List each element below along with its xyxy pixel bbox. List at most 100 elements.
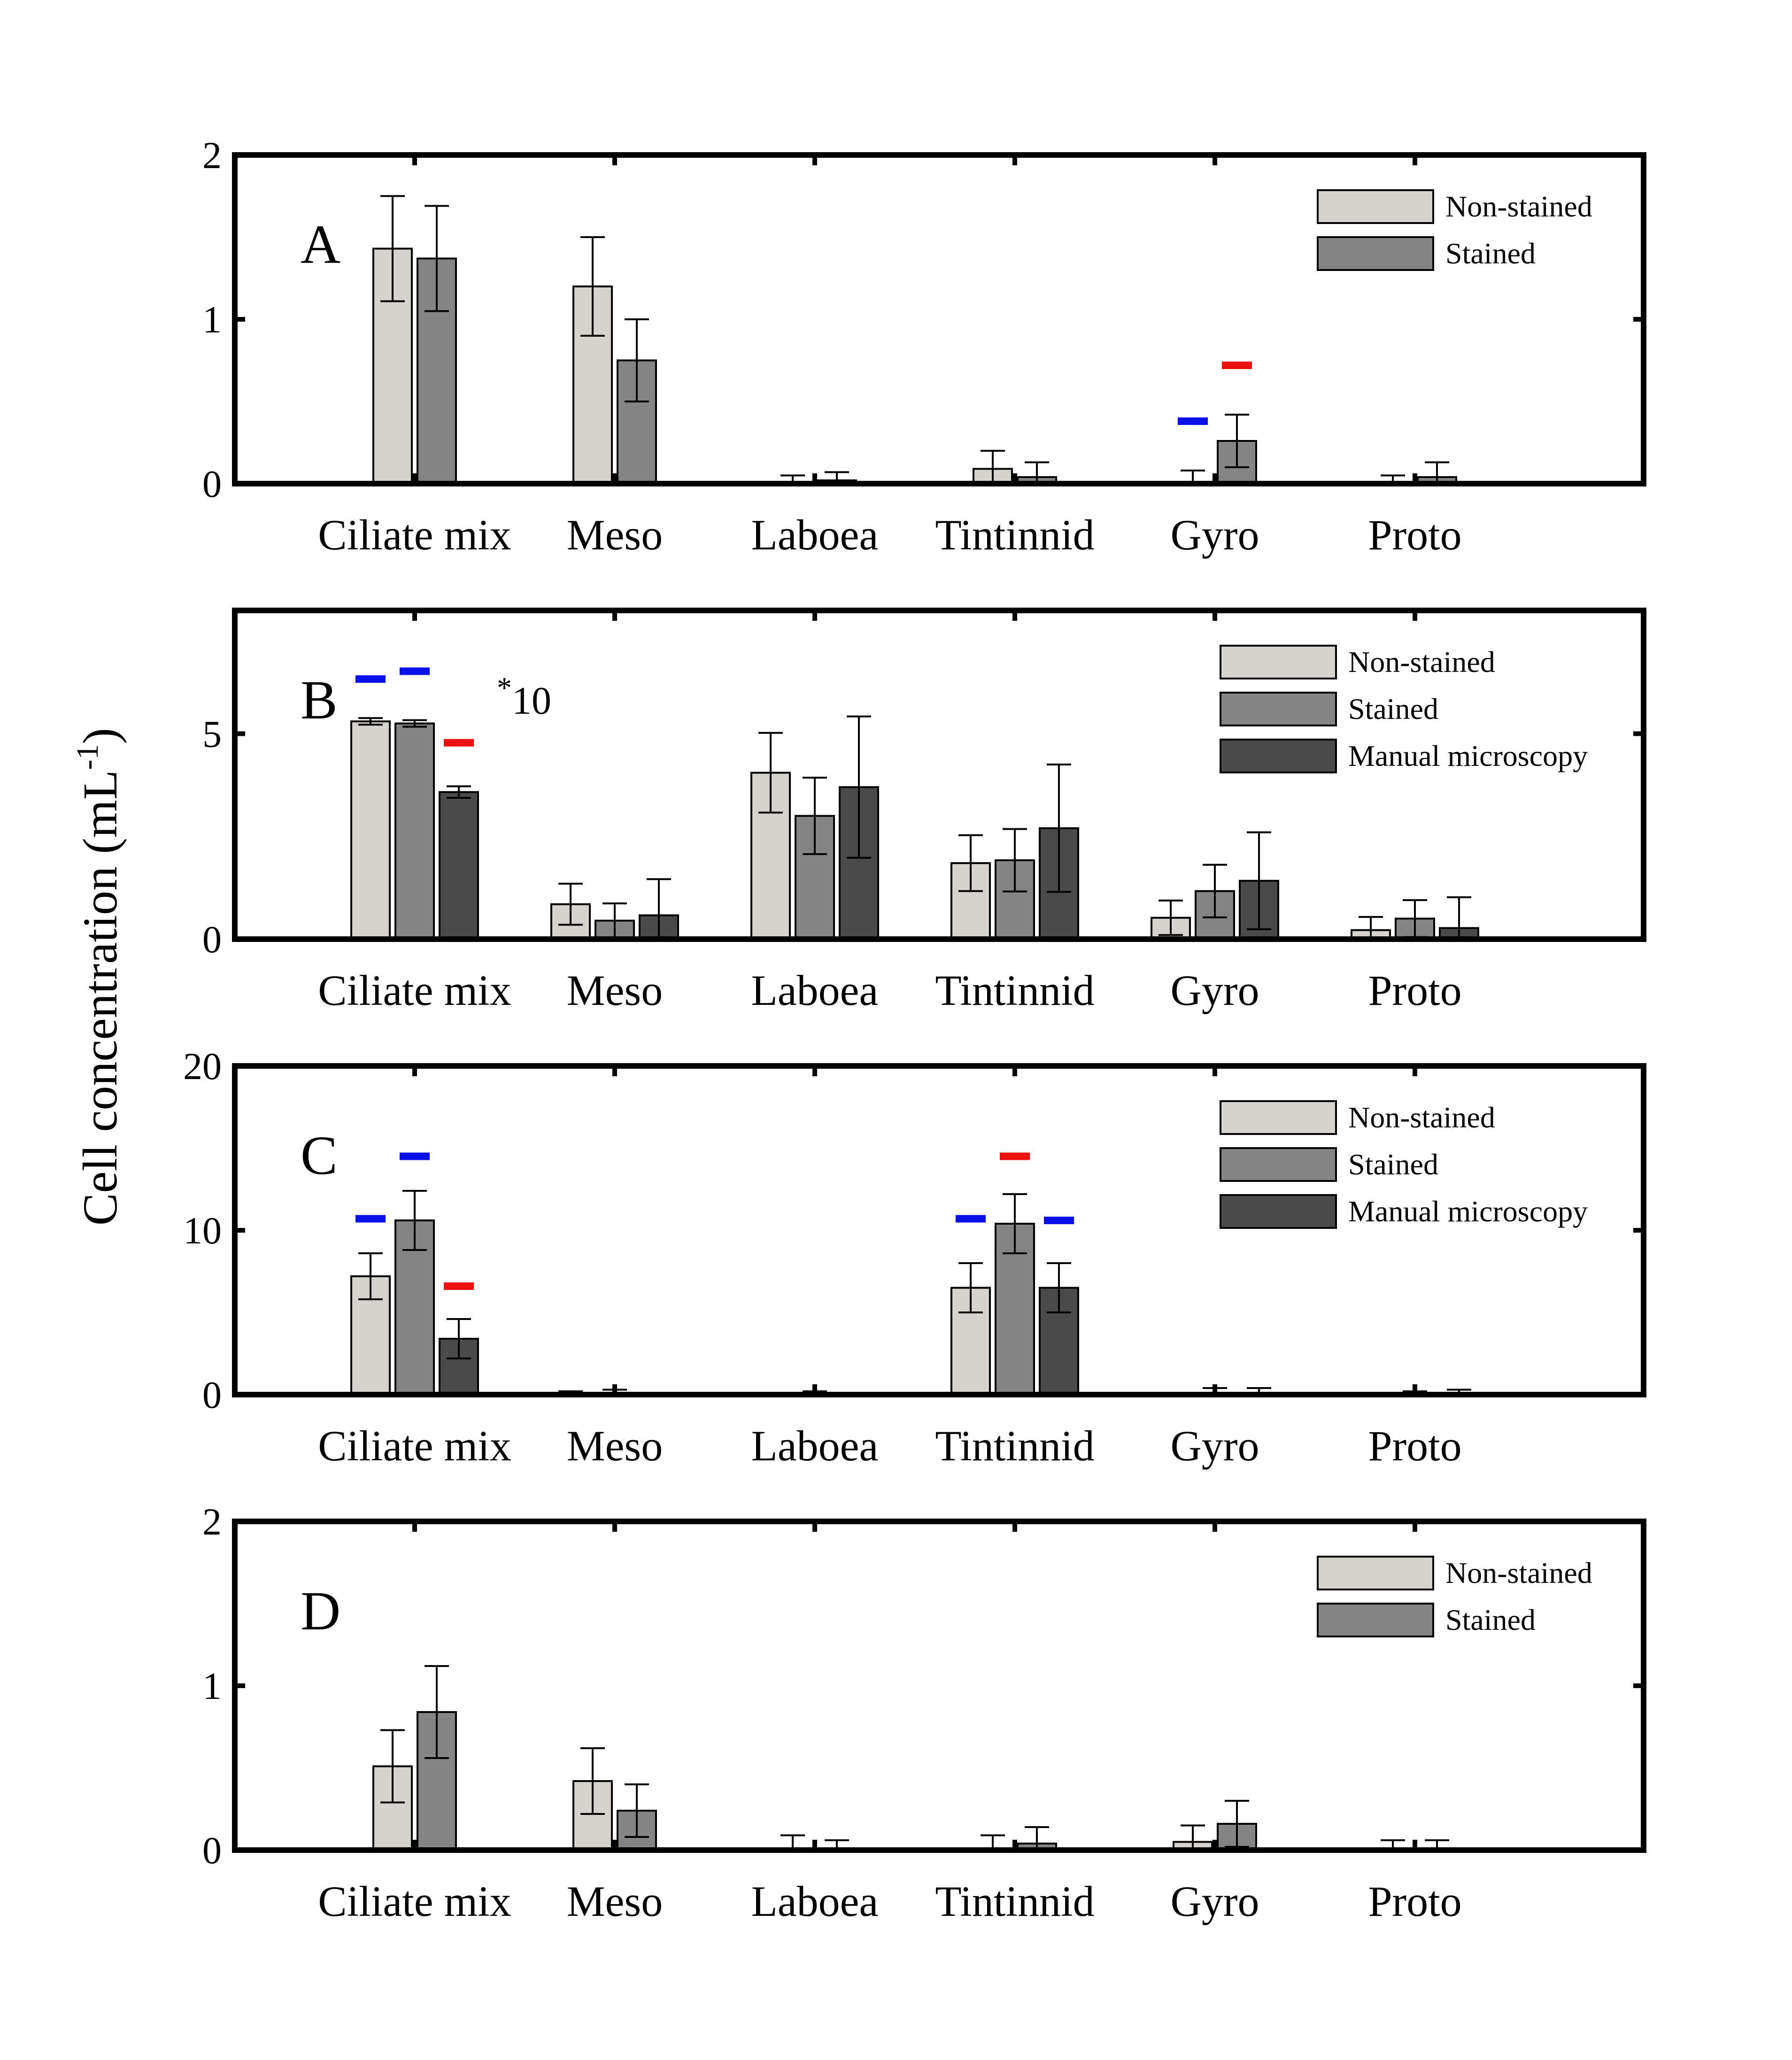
bar-non_stained [350,720,391,940]
error-bar [402,1190,427,1251]
legend-label: Stained [1445,1603,1536,1636]
significance-marker-blue [355,1215,386,1223]
error-bar [1047,1262,1071,1313]
y-tick-label: 0 [202,463,222,505]
panel-b: 0 5 Ciliate mix Meso Laboea Tintinnid Gyro Prot… [202,608,1646,1014]
x-tick-label: Ciliate mix [318,511,511,559]
legend-swatch-stained [1317,1603,1434,1637]
significance-marker-red [1000,1152,1030,1160]
panels: 0 1 2 Ciliate mix Meso Laboea Tintinnid Gyro Pro… [183,134,1646,1925]
error-bar [402,719,427,728]
x-tick-label: Laboea [751,511,879,559]
error-bar [958,1262,983,1313]
x-tick-label: Laboea [751,966,879,1014]
panel-d: 0 1 2 Ciliate mix Meso Laboea Tintinnid Gyro Pro… [202,1500,1646,1925]
error-bar [380,195,405,302]
error-bar [1047,764,1071,893]
legend-swatch-manual [1220,739,1337,773]
significance-marker-red [444,1282,474,1290]
x-tick-label: Meso [567,1422,663,1470]
error-bar [1159,899,1183,936]
x-tick-label: Laboea [751,1422,879,1470]
x-tick-label: Tintinnid [935,966,1094,1014]
x-tick-label: Proto [1368,511,1461,559]
panel-letter: B [301,669,338,731]
scale-annotation-star: * [497,671,512,704]
scale-annotation-value: 10 [512,679,551,723]
error-bar [1247,831,1271,930]
x-tick-label: Tintinnid [935,1877,1094,1925]
legend-swatch-non_stained [1220,1100,1337,1135]
x-tick-label: Ciliate mix [318,1422,511,1470]
y-axis-label-close: ) [73,728,127,744]
legend: Non-stained Stained Manual microscopy [1220,1100,1588,1229]
significance-marker-blue [956,1215,986,1223]
y-tick-label: 0 [202,1373,222,1416]
error-bar [625,318,649,402]
legend: Non-stained Stained [1317,189,1592,271]
bar-manual [439,791,479,940]
y-tick-label: 1 [202,1665,222,1707]
y-axis-label-main: Cell concentration (mL [73,770,127,1226]
y-tick-label: 1 [202,298,222,341]
significance-marker-blue [400,667,430,675]
panel-letter: C [301,1125,338,1186]
legend-label: Stained [1348,1148,1438,1181]
x-tick-label: Tintinnid [935,511,1094,559]
error-bar [958,834,983,892]
bar-non_stained [372,1765,413,1851]
panel-letter: D [301,1580,340,1642]
x-tick-label: Gyro [1170,1422,1259,1470]
error-bar [1003,828,1027,893]
significance-marker-blue [355,675,386,683]
x-tick-label: Laboea [751,1877,879,1925]
panel-c: 0 10 20 Ciliate mix Meso Laboea Tintinnid Gyro P… [183,1045,1646,1470]
legend: Non-stained Stained Manual microscopy [1220,645,1588,773]
legend-label: Stained [1348,692,1438,725]
legend-swatch-non_stained [1317,189,1434,224]
legend-label: Manual microscopy [1348,1195,1588,1228]
scale-annotation: *10 [497,671,551,723]
x-tick-label: Gyro [1170,511,1259,559]
legend-label: Non-stained [1348,1101,1495,1134]
error-bar [1225,1800,1249,1848]
legend-swatch-stained [1220,692,1337,726]
x-tick-label: Gyro [1170,1877,1259,1925]
x-tick-label: Proto [1368,1877,1461,1925]
error-bar [358,717,383,726]
significance-marker-blue [1178,417,1208,425]
legend-swatch-non_stained [1317,1556,1434,1590]
error-bar [1203,864,1227,918]
x-tick-label: Tintinnid [935,1422,1094,1470]
x-tick-label: Meso [567,966,663,1014]
error-bar [447,1318,471,1359]
y-axis-label: Cell concentration (mL-1) [70,728,127,1226]
x-tick-label: Meso [567,511,663,559]
error-bar [758,732,783,814]
significance-marker-blue [1044,1217,1074,1224]
error-bar [580,1747,605,1815]
y-tick-label: 2 [202,1500,222,1543]
panel-letter: A [301,214,340,275]
legend-label: Non-stained [1445,190,1592,223]
axes-frame [232,608,1646,942]
error-bar [358,1252,383,1300]
axes-frame [232,1063,1646,1397]
bar-stained [417,257,457,485]
y-axis-label-superscript: -1 [70,744,105,770]
error-bar [425,205,449,312]
axes-frame [232,152,1646,486]
legend-label: Manual microscopy [1348,739,1588,772]
error-bar [625,1783,649,1838]
legend: Non-stained Stained [1317,1556,1592,1637]
bar-stained [394,722,435,940]
legend-swatch-stained [1317,236,1434,271]
error-bar [447,785,471,799]
legend-swatch-manual [1220,1194,1337,1229]
significance-marker-red [1222,362,1252,369]
error-bar [1003,1193,1027,1254]
legend-label: Non-stained [1445,1556,1592,1589]
y-tick-label: 2 [202,134,222,177]
